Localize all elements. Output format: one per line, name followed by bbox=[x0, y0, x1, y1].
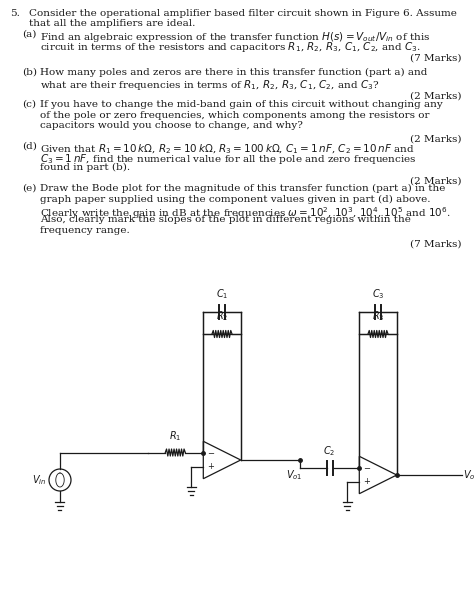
Text: $R_1$: $R_1$ bbox=[169, 429, 182, 443]
Text: (d): (d) bbox=[22, 142, 37, 151]
Text: $C_3$: $C_3$ bbox=[372, 287, 384, 301]
Text: (a): (a) bbox=[22, 30, 36, 39]
Text: capacitors would you choose to change, and why?: capacitors would you choose to change, a… bbox=[40, 121, 303, 130]
Text: +: + bbox=[207, 462, 214, 471]
Text: $V_{o1}$: $V_{o1}$ bbox=[286, 468, 302, 482]
Text: Consider the operational amplifier based filter circuit shown in Figure 6. Assum: Consider the operational amplifier based… bbox=[29, 9, 457, 18]
Text: −: − bbox=[207, 449, 214, 458]
Text: (b): (b) bbox=[22, 68, 37, 77]
Text: graph paper supplied using the component values given in part (d) above.: graph paper supplied using the component… bbox=[40, 195, 430, 203]
Text: (2 Marks): (2 Marks) bbox=[410, 134, 462, 143]
Text: (7 Marks): (7 Marks) bbox=[410, 54, 462, 63]
Text: Clearly write the gain in dB at the frequencies $\omega = 10^2$, $10^3$, $10^4$,: Clearly write the gain in dB at the freq… bbox=[40, 205, 451, 221]
Text: $R_3$: $R_3$ bbox=[372, 309, 384, 323]
Text: (2 Marks): (2 Marks) bbox=[410, 177, 462, 186]
Text: Draw the Bode plot for the magnitude of this transfer function (part a) in the: Draw the Bode plot for the magnitude of … bbox=[40, 184, 446, 193]
Text: 5.: 5. bbox=[10, 9, 20, 18]
Text: Given that $R_1 = 10\,k\Omega$, $R_2 = 10\,k\Omega$, $R_3 = 100\,k\Omega$, $C_1 : Given that $R_1 = 10\,k\Omega$, $R_2 = 1… bbox=[40, 142, 415, 156]
Text: that all the amplifiers are ideal.: that all the amplifiers are ideal. bbox=[29, 20, 195, 29]
Text: Find an algebraic expression of the transfer function $H(s) = V_{out}/V_{in}$ of: Find an algebraic expression of the tran… bbox=[40, 30, 430, 44]
Text: $C_1$: $C_1$ bbox=[216, 287, 228, 301]
Text: Also, clearly mark the slopes of the plot in different regions within the: Also, clearly mark the slopes of the plo… bbox=[40, 215, 411, 224]
Text: found in part (b).: found in part (b). bbox=[40, 163, 130, 172]
Text: frequency range.: frequency range. bbox=[40, 226, 130, 235]
Text: of the pole or zero frequencies, which components among the resistors or: of the pole or zero frequencies, which c… bbox=[40, 111, 429, 120]
Text: (7 Marks): (7 Marks) bbox=[410, 240, 462, 249]
Text: what are their frequencies in terms of $R_1$, $R_2$, $R_3$, $C_1$, $C_2$, and $C: what are their frequencies in terms of $… bbox=[40, 79, 380, 92]
Text: (2 Marks): (2 Marks) bbox=[410, 92, 462, 101]
Text: $R_2$: $R_2$ bbox=[216, 309, 228, 323]
Text: $V_{in}$: $V_{in}$ bbox=[32, 473, 46, 487]
Text: circuit in terms of the resistors and capacitors $R_1$, $R_2$, $R_3$, $C_1$, $C_: circuit in terms of the resistors and ca… bbox=[40, 40, 421, 55]
Text: (c): (c) bbox=[22, 100, 36, 109]
Text: −: − bbox=[363, 464, 370, 473]
Text: (e): (e) bbox=[22, 184, 36, 193]
Text: $C_3 = 1\,nF$, find the numerical value for all the pole and zero frequencies: $C_3 = 1\,nF$, find the numerical value … bbox=[40, 152, 417, 167]
Text: +: + bbox=[363, 477, 370, 486]
Text: How many poles and zeros are there in this transfer function (part a) and: How many poles and zeros are there in th… bbox=[40, 68, 428, 77]
Text: If you have to change the mid-band gain of this circuit without changing any: If you have to change the mid-band gain … bbox=[40, 100, 443, 109]
Text: $C_2$: $C_2$ bbox=[323, 444, 336, 458]
Text: $V_{out}$: $V_{out}$ bbox=[463, 468, 474, 482]
